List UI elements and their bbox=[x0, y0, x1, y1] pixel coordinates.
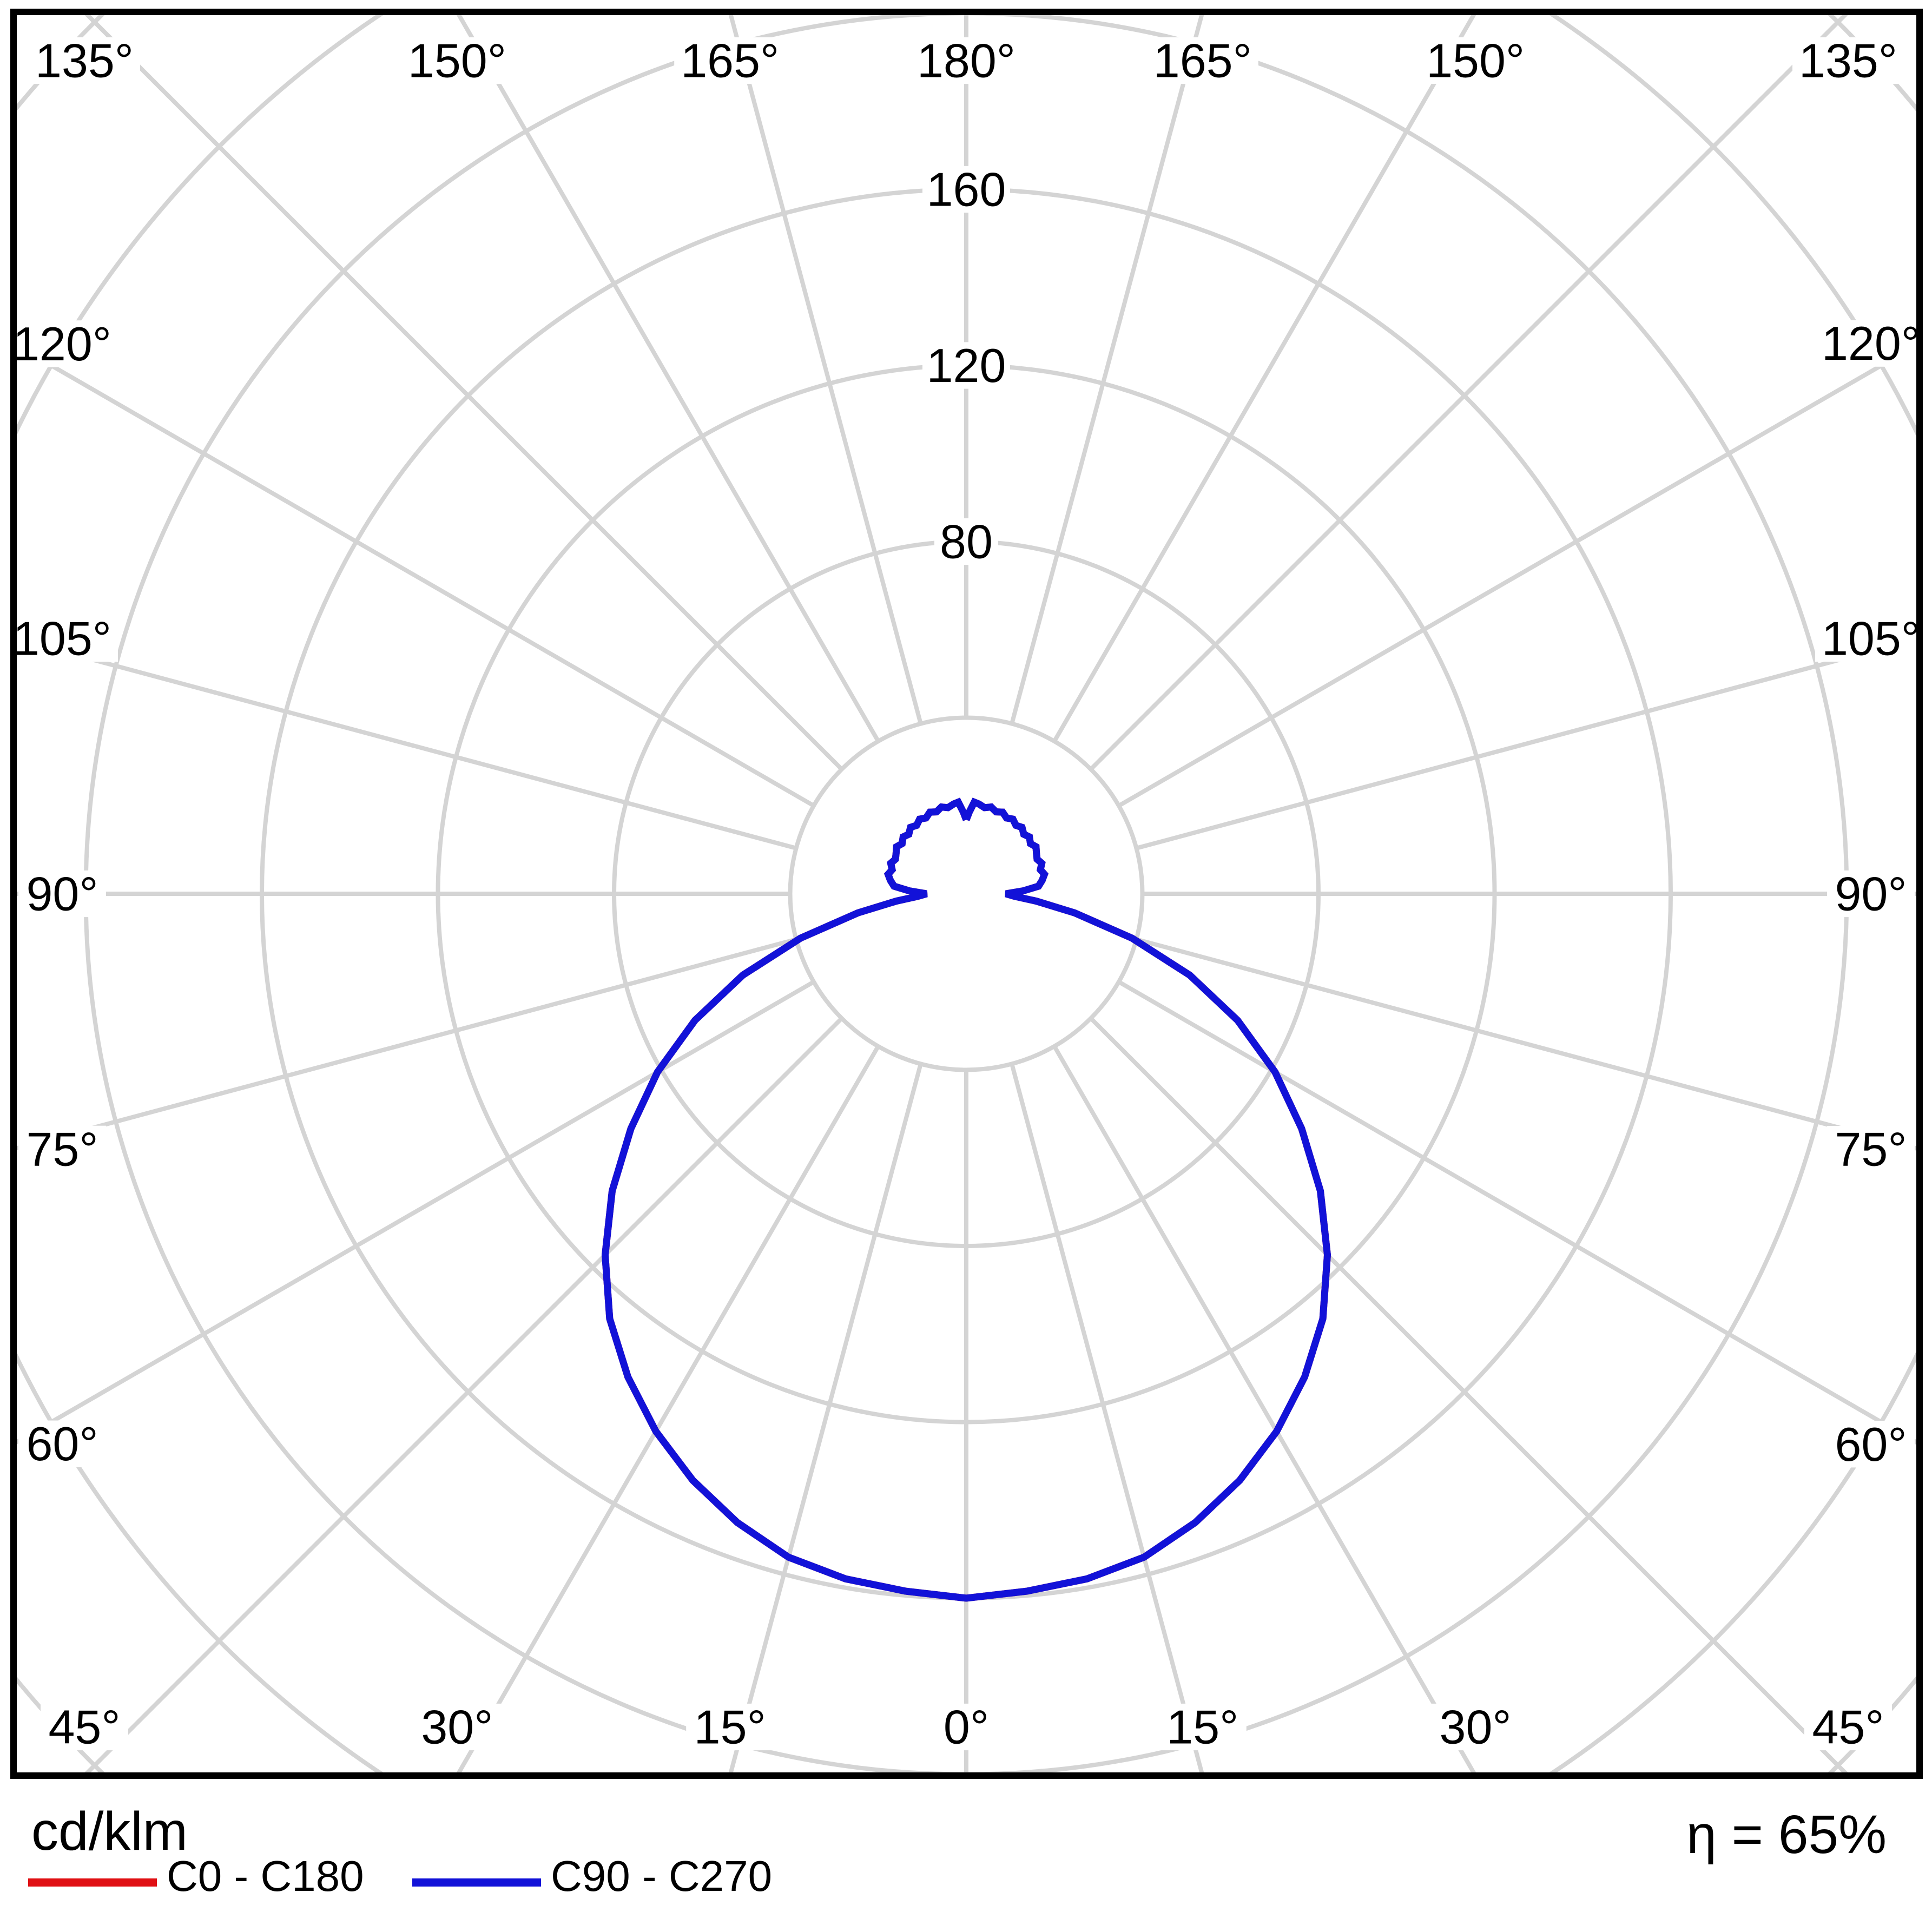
radial-tick-label-80-bg bbox=[934, 518, 998, 565]
angle-label-60-left: 60° bbox=[26, 1417, 98, 1471]
radial-tick-label-120: 120 bbox=[927, 339, 1006, 392]
polar-spoke bbox=[14, 937, 797, 1151]
angle-label-165-left: 165° bbox=[681, 34, 779, 88]
legend-label-c90-c270: C90 - C270 bbox=[551, 1852, 773, 1900]
angle-label-75-right-bg bbox=[1827, 1126, 1915, 1173]
radial-tick-label-120-bg bbox=[922, 342, 1010, 389]
angle-label-30-left: 30° bbox=[421, 1700, 493, 1754]
angle-label-15-right: 15° bbox=[1166, 1700, 1238, 1754]
efficiency-label: η = 65% bbox=[1686, 1804, 1887, 1865]
polar-spoke bbox=[1052, 12, 1478, 743]
angle-label-180-right: 180° bbox=[917, 34, 1016, 88]
angle-label-90-left: 90° bbox=[26, 867, 98, 921]
angle-label-105-right: 105° bbox=[1822, 611, 1920, 665]
angle-label-30-right: 30° bbox=[1440, 1700, 1512, 1754]
angle-label-60-right: 60° bbox=[1835, 1417, 1907, 1471]
angle-label-135-left: 135° bbox=[35, 34, 134, 88]
curve-c90-c270 bbox=[601, 797, 1331, 1602]
angle-label-45-left-bg bbox=[41, 1703, 128, 1751]
polar-spoke bbox=[1010, 12, 1205, 724]
angle-label-120-left-bg bbox=[6, 320, 118, 367]
angle-label-45-right: 45° bbox=[1812, 1700, 1884, 1754]
polar-spoke bbox=[1052, 1045, 1478, 1776]
angle-label-15-left-bg bbox=[686, 1703, 774, 1751]
polar-ring-40 bbox=[788, 715, 1145, 1072]
angle-label-30-right-bg bbox=[1432, 1703, 1520, 1751]
polar-spoke bbox=[14, 636, 797, 850]
radial-tick-label-160: 160 bbox=[927, 163, 1006, 216]
radial-tick-label-160-bg bbox=[922, 166, 1010, 213]
angle-label-150-right-bg bbox=[1420, 37, 1532, 84]
polar-spoke bbox=[14, 341, 815, 808]
polar-spoke bbox=[728, 1063, 923, 1776]
angle-label-180-right-bg bbox=[911, 37, 1022, 84]
angle-label-120-right: 120° bbox=[1822, 316, 1920, 370]
angle-label-90-right: 90° bbox=[1835, 867, 1907, 921]
angle-label-150-left-bg bbox=[401, 37, 513, 84]
polar-spoke bbox=[1136, 636, 1920, 850]
angle-label-165-left-bg bbox=[674, 37, 786, 84]
polar-spoke bbox=[14, 980, 815, 1447]
legend-label-c0-c180: C0 - C180 bbox=[167, 1852, 364, 1900]
angle-label-75-right: 75° bbox=[1835, 1123, 1907, 1176]
angle-label-45-left: 45° bbox=[48, 1700, 120, 1754]
polar-spoke bbox=[728, 12, 923, 724]
unit-label: cd/klm bbox=[31, 1801, 188, 1862]
angle-label-165-right-bg bbox=[1146, 37, 1258, 84]
radial-tick-label-80: 80 bbox=[940, 515, 993, 569]
angle-label-15-left: 15° bbox=[694, 1700, 766, 1754]
legend-line-c0-c180 bbox=[28, 1878, 157, 1887]
angle-label-120-left: 120° bbox=[13, 317, 111, 371]
polar-spoke bbox=[1117, 980, 1920, 1447]
angle-label-90-right-bg bbox=[1827, 870, 1915, 918]
polar-spoke bbox=[1117, 341, 1920, 808]
chart-frame bbox=[10, 9, 1923, 1779]
angle-label-105-right-bg bbox=[1815, 615, 1927, 662]
polar-spoke bbox=[454, 1045, 880, 1776]
angle-label-150-left: 150° bbox=[408, 34, 506, 88]
angle-label-135-left-bg bbox=[29, 37, 140, 84]
angle-label-165-right: 165° bbox=[1153, 34, 1252, 88]
angle-label-60-left-bg bbox=[18, 1420, 106, 1467]
angle-label-105-left: 105° bbox=[13, 612, 111, 665]
angle-label-45-right-bg bbox=[1804, 1703, 1892, 1751]
polar-spoke bbox=[1089, 12, 1851, 771]
angle-label-105-left-bg bbox=[6, 615, 118, 662]
polar-spoke bbox=[1010, 1063, 1205, 1776]
angle-label-0-right: 0° bbox=[944, 1700, 989, 1754]
angle-label-75-left-bg bbox=[18, 1125, 106, 1172]
polar-spoke bbox=[81, 12, 843, 771]
angle-label-15-right-bg bbox=[1158, 1703, 1247, 1751]
legend-line-c90-c270 bbox=[412, 1878, 541, 1887]
angle-label-75-left: 75° bbox=[26, 1122, 98, 1176]
angle-label-120-right-bg bbox=[1815, 320, 1927, 367]
polar-grid-labels: 0° 15° 15° 30° 30° 45° 45° 60° 60° 75° 75° 90° 90° 10… bbox=[6, 34, 1927, 1754]
angle-label-135-right-bg bbox=[1792, 37, 1904, 84]
angle-label-135-right: 135° bbox=[1799, 34, 1897, 88]
angle-label-0-right-bg bbox=[934, 1703, 998, 1751]
polar-spoke bbox=[1136, 937, 1920, 1152]
polar-spoke bbox=[454, 12, 880, 743]
angle-label-60-right-bg bbox=[1827, 1421, 1915, 1468]
angle-label-30-left-bg bbox=[413, 1703, 501, 1751]
angle-label-90-left-bg bbox=[18, 870, 106, 918]
angle-label-150-right: 150° bbox=[1426, 34, 1525, 88]
